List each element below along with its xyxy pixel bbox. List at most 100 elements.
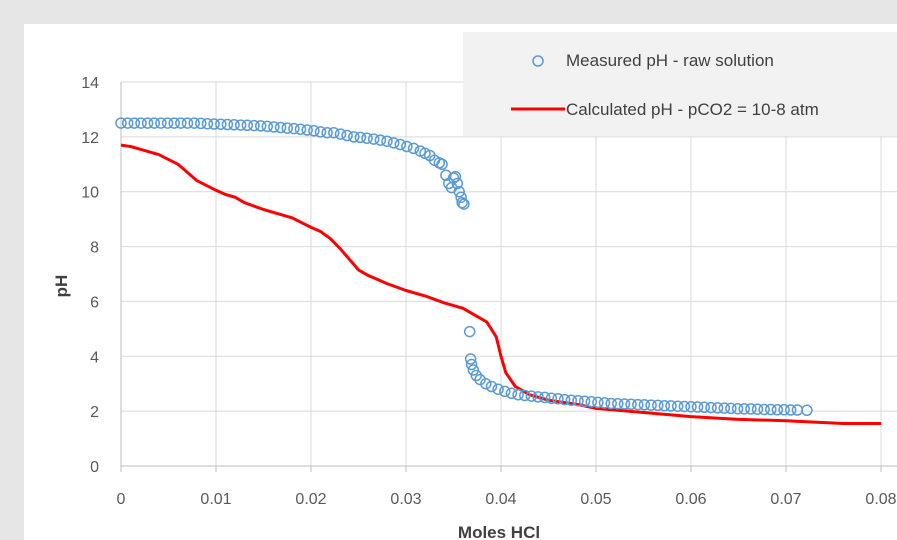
measured-ph-point: [725, 402, 737, 415]
measured-ph-point: [261, 120, 274, 133]
legend: Measured pH - raw solution Calculated pH…: [463, 32, 897, 136]
measured-ph-point: [665, 400, 677, 412]
measured-ph-point: [201, 117, 214, 130]
measured-ph-point: [208, 118, 220, 130]
measured-ph-point: [578, 395, 591, 408]
measured-ph-point: [545, 392, 558, 405]
measured-ph-point: [565, 394, 578, 406]
x-tick-label: 0.04: [485, 491, 516, 508]
measured-ph-point: [121, 117, 134, 129]
calculated-ph-line: [120, 143, 881, 425]
measured-ph-point: [321, 126, 333, 139]
measured-ph-point: [401, 140, 413, 153]
x-axis-title: Moles HCl: [458, 523, 540, 540]
measured-ph-point: [638, 399, 651, 411]
measured-ph-point: [354, 131, 367, 144]
measured-ph-point: [711, 402, 724, 414]
y-tick-label: 8: [90, 240, 99, 257]
measured-ph-point: [458, 198, 470, 210]
measured-ph-point: [451, 177, 464, 190]
measured-ph-point: [705, 401, 717, 414]
legend-label-calculated: Calculated pH - pCO2 = 10-8 atm: [566, 100, 819, 119]
measured-ph-point: [254, 120, 267, 132]
y-tick-label: 6: [90, 294, 99, 311]
measured-ph-point: [288, 122, 300, 135]
measured-ph-point: [538, 391, 551, 404]
measured-ph-point: [455, 191, 467, 203]
measured-ph-point: [374, 134, 387, 146]
measured-series: [115, 117, 813, 417]
measured-ph-point: [274, 121, 287, 134]
measured-ph-point: [188, 117, 200, 129]
x-tick-label: 0.08: [865, 491, 896, 508]
measured-ph-point: [505, 387, 518, 400]
measured-ph-point: [407, 142, 420, 155]
measured-ph-point: [778, 404, 790, 416]
measured-ph-point: [328, 126, 340, 139]
y-axis-title: pH: [52, 275, 71, 298]
measured-ph-point: [463, 325, 476, 338]
measured-ph-point: [771, 404, 784, 416]
measured-ph-point: [492, 383, 504, 395]
measured-ph-point: [161, 117, 174, 129]
measured-ph-point: [658, 399, 671, 412]
gridlines: [121, 81, 897, 466]
measured-ph-point: [465, 358, 478, 371]
measured-ph-point: [698, 401, 711, 414]
measured-ph-point: [731, 402, 744, 415]
measured-ph-point: [678, 400, 691, 413]
measured-ph-point: [155, 117, 167, 129]
legend-label-measured: Measured pH - raw solution: [566, 51, 774, 70]
measured-ph-point: [480, 377, 492, 390]
measured-ph-point: [625, 398, 637, 411]
measured-ph-point: [394, 138, 407, 151]
measured-ph-point: [294, 123, 307, 135]
measured-ph-point: [572, 394, 584, 407]
measured-ph-point: [361, 132, 373, 144]
x-tick-label: 0.07: [770, 491, 801, 508]
measured-ph-point: [671, 400, 684, 412]
measured-ph-point: [308, 125, 320, 137]
measured-ph-point: [181, 117, 194, 129]
measured-ph-point: [745, 403, 757, 415]
measured-ph-point: [268, 121, 280, 133]
measured-ph-point: [221, 118, 234, 131]
chart-area: 0 2 4 6 8 10 12 14 0 0.01 0.02 0.03 0.04 0.05 0.06 0.07…: [24, 24, 897, 540]
axes: 0 2 4 6 8 10 12 14 0 0.01 0.02 0.03 0.04 0.05 0.06 0.07…: [81, 75, 897, 508]
measured-ph-point: [348, 131, 360, 143]
y-tick-label: 4: [90, 349, 99, 366]
measured-ph-point: [519, 389, 531, 402]
measured-ph-point: [718, 402, 731, 414]
measured-ph-point: [618, 398, 631, 410]
y-tick-label: 0: [90, 459, 99, 476]
measured-ph-point: [234, 119, 247, 131]
measured-ph-point: [456, 196, 468, 209]
measured-ph-point: [367, 133, 380, 145]
measured-ph-point: [525, 390, 538, 402]
measured-ph-point: [175, 117, 187, 129]
x-tick-label: 0.03: [390, 491, 421, 508]
measured-ph-point: [552, 393, 564, 405]
measured-ph-point: [334, 128, 347, 140]
measured-ph-point: [632, 398, 644, 411]
measured-ph-point: [248, 119, 260, 132]
measured-ph-point: [558, 393, 571, 406]
x-tick-label: 0.01: [200, 491, 231, 508]
measured-ph-point: [464, 353, 477, 365]
measured-ph-point: [598, 397, 611, 409]
measured-ph-point: [341, 129, 353, 142]
measured-ph-point: [301, 124, 313, 136]
measured-ph-point: [228, 119, 240, 131]
measured-ph-point: [474, 373, 486, 386]
measured-ph-point: [215, 118, 227, 130]
measured-ph-point: [168, 117, 180, 129]
x-tick-label: 0.06: [675, 491, 706, 508]
measured-ph-point: [195, 117, 207, 130]
x-tick-label: 0: [117, 491, 126, 508]
measured-ph-point: [738, 403, 750, 415]
measured-ph-point: [801, 404, 813, 417]
measured-ph-point: [314, 126, 327, 138]
y-tick-label: 10: [81, 185, 99, 202]
legend-background: [463, 32, 897, 136]
measured-ph-point: [612, 397, 624, 410]
